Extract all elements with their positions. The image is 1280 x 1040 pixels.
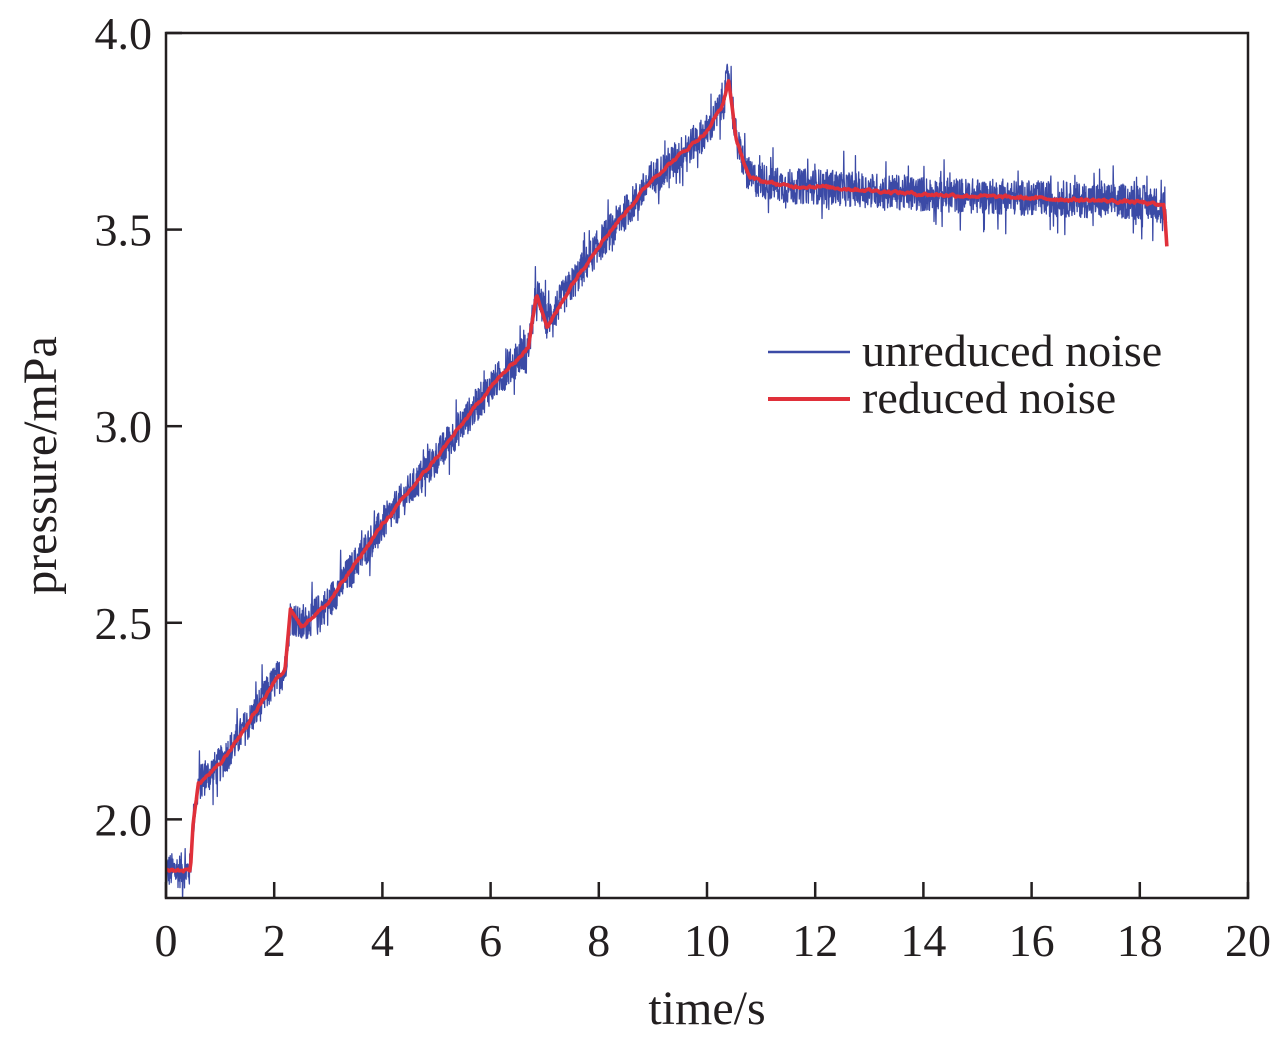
y-axis-ticks: 2.0 2.5 3.0 3.5 4.0 xyxy=(95,8,182,845)
x-tick-label: 14 xyxy=(900,915,946,966)
y-tick-label: 2.5 xyxy=(95,598,153,649)
x-tick-label: 2 xyxy=(263,915,286,966)
y-tick-label: 4.0 xyxy=(95,8,153,59)
y-tick-label: 2.0 xyxy=(95,794,153,845)
x-tick-label: 12 xyxy=(792,915,838,966)
x-axis-label: time/s xyxy=(648,982,765,1035)
x-tick-label: 10 xyxy=(684,915,730,966)
legend-label-unreduced-noise: unreduced noise xyxy=(862,325,1162,376)
x-tick-label: 6 xyxy=(479,915,502,966)
x-tick-label: 4 xyxy=(371,915,394,966)
y-tick-label: 3.5 xyxy=(95,205,153,256)
x-tick-label: 0 xyxy=(155,915,178,966)
x-tick-label: 20 xyxy=(1225,915,1271,966)
x-tick-label: 8 xyxy=(587,915,610,966)
y-tick-label: 3.0 xyxy=(95,401,153,452)
series-line-reduced-noise xyxy=(166,79,1169,874)
series-line-unreduced-noise xyxy=(166,63,1168,898)
plot-frame xyxy=(164,31,1250,900)
legend: unreduced noise reduced noise xyxy=(768,325,1162,423)
x-axis-ticks: 0 2 4 6 8 10 12 14 16 18 20 xyxy=(155,882,1271,966)
y-axis-label: pressure/mPa xyxy=(14,336,67,595)
series-layer xyxy=(166,63,1169,898)
legend-label-reduced-noise: reduced noise xyxy=(862,372,1116,423)
x-tick-label: 18 xyxy=(1117,915,1163,966)
x-tick-label: 16 xyxy=(1009,915,1055,966)
